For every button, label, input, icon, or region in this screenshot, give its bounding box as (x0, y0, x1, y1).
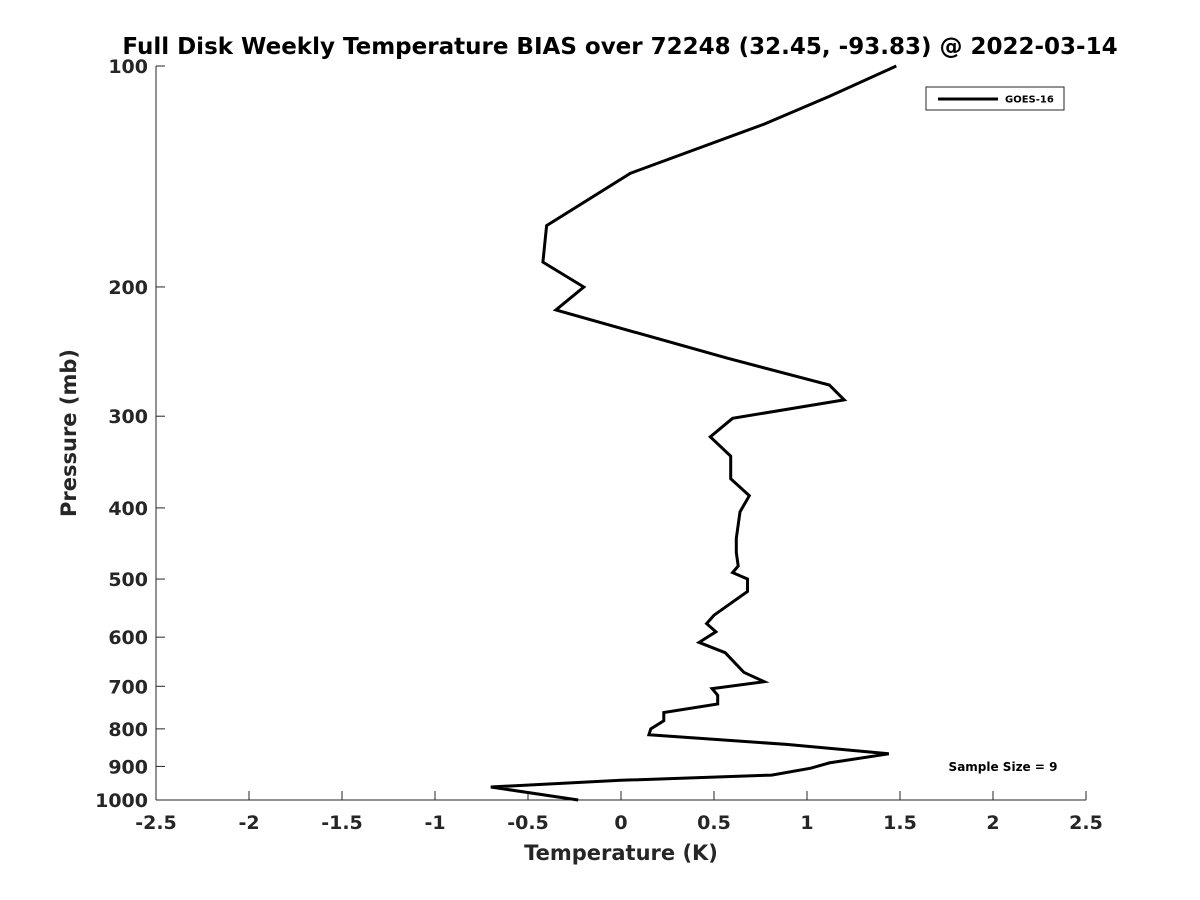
x-tick-label: -0.5 (507, 812, 549, 834)
x-ticks: -2.5 -2 -1.5 -1 -0.5 0 0.5 1 1.5 2 2.5 (135, 791, 1103, 834)
x-tick-label: -2 (238, 812, 259, 834)
y-tick-label: 100 (108, 56, 148, 78)
y-tick-label: 400 (108, 498, 148, 520)
y-axis-label: Pressure (mb) (57, 349, 81, 517)
y-tick-label: 800 (108, 719, 148, 741)
x-tick-label: -2.5 (135, 812, 177, 834)
x-tick-label: 1.5 (883, 812, 917, 834)
x-tick-label: -1.5 (321, 812, 363, 834)
y-tick-label: 200 (108, 277, 148, 299)
x-tick-label: 1 (800, 812, 813, 834)
x-tick-label: -1 (424, 812, 445, 834)
y-tick-label: 300 (108, 406, 148, 428)
y-tick-label: 600 (108, 627, 148, 649)
legend-label: GOES-16 (1005, 95, 1054, 106)
chart-title: Full Disk Weekly Temperature BIAS over 7… (122, 34, 1117, 60)
y-tick-label: 1000 (95, 790, 148, 812)
legend: GOES-16 (925, 86, 1065, 111)
x-tick-label: 2.5 (1069, 812, 1103, 834)
y-tick-label: 700 (108, 676, 148, 698)
x-axis-label: Temperature (K) (524, 841, 718, 865)
y-tick-label: 900 (108, 756, 148, 778)
x-tick-label: 2 (986, 812, 999, 834)
plot-area (490, 64, 897, 802)
y-tick-label: 500 (108, 569, 148, 591)
sample-size-annotation: Sample Size = 9 (949, 760, 1058, 774)
series-line-goes-16 (490, 64, 897, 802)
y-ticks: 100 200 300 400 500 600 700 800 900 1000 (95, 56, 165, 812)
x-tick-label: 0.5 (697, 812, 731, 834)
x-tick-label: 0 (614, 812, 627, 834)
